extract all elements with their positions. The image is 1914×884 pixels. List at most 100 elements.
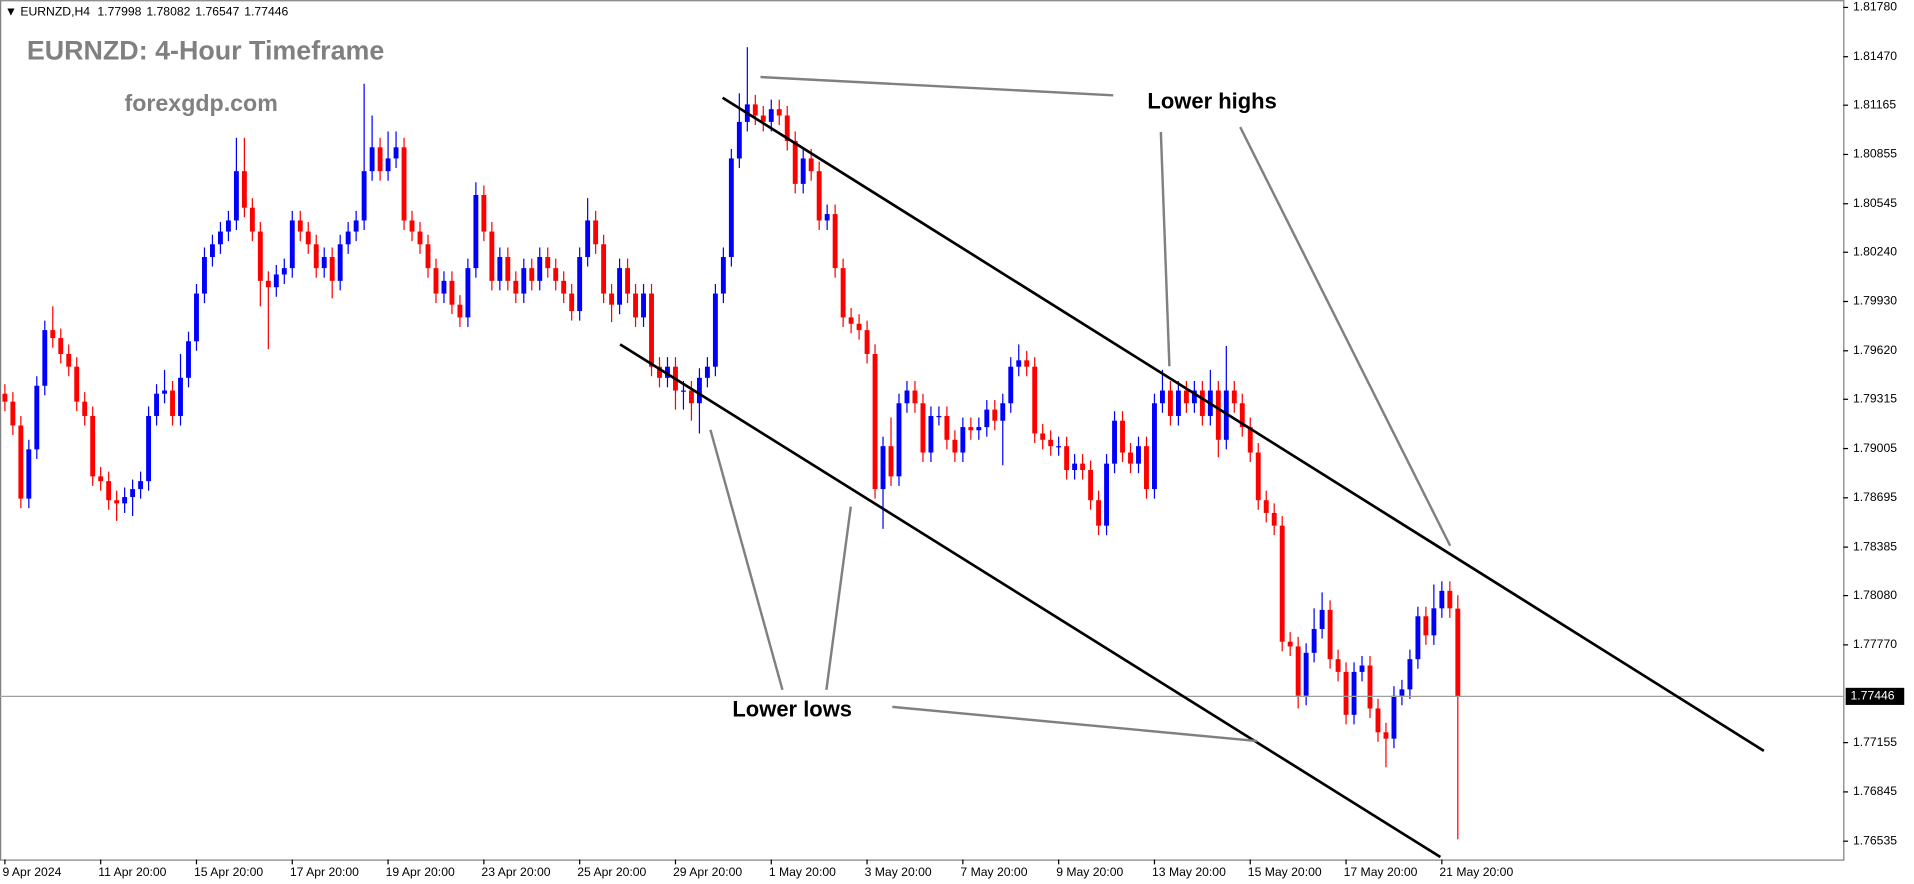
candle-body — [154, 393, 160, 416]
candle-body — [58, 338, 64, 354]
candle-body — [840, 268, 846, 318]
pointer — [892, 705, 1258, 743]
candle-body — [800, 158, 806, 184]
candle-body — [513, 280, 519, 294]
candle-body — [329, 257, 335, 281]
candle-body — [872, 353, 878, 490]
candle-body — [50, 330, 56, 339]
candle-body — [1056, 446, 1062, 448]
candle-body — [641, 293, 646, 318]
candle-body — [385, 158, 391, 172]
candle-body — [162, 390, 167, 394]
y-tick-label: 1.81470 — [1853, 49, 1897, 63]
candle-body — [273, 274, 279, 288]
candle-body — [497, 257, 503, 281]
y-tick-label: 1.76535 — [1853, 833, 1897, 847]
candle-body — [1159, 390, 1165, 404]
candle-body — [42, 330, 48, 386]
y-tick-label: 1.79005 — [1853, 441, 1897, 455]
candle-body — [760, 115, 766, 122]
x-tick-label: 9 May 20:00 — [1056, 865, 1123, 879]
candle-body — [1415, 616, 1421, 660]
candle-body — [1359, 665, 1365, 672]
x-tick-label: 13 May 20:00 — [1152, 865, 1226, 879]
candle-body — [896, 403, 902, 477]
pointer — [1239, 126, 1452, 547]
candle-body — [249, 207, 255, 232]
y-tick-label: 1.81165 — [1853, 97, 1896, 111]
header-low: 1.76547 — [195, 5, 239, 19]
candle-body — [625, 268, 631, 294]
header-high: 1.78082 — [146, 5, 190, 19]
candle-body — [569, 293, 575, 312]
candle-body — [425, 244, 431, 269]
x-tick-label: 29 Apr 20:00 — [673, 865, 742, 879]
candle-body — [1072, 463, 1078, 471]
candle-body — [433, 268, 439, 294]
candle-body — [1375, 708, 1381, 733]
candle-body — [281, 268, 287, 275]
candle-body — [1088, 470, 1094, 501]
candle-body — [880, 446, 886, 490]
candle-body — [313, 244, 319, 269]
candle-body — [936, 415, 942, 418]
candle-body — [1335, 659, 1341, 672]
candle-body — [593, 220, 599, 245]
candle-body — [1423, 616, 1429, 636]
candle-body — [808, 158, 814, 172]
candle-body — [18, 425, 24, 499]
y-tick-label: 1.80545 — [1853, 196, 1897, 210]
candle-body — [1191, 390, 1197, 404]
candle-body — [904, 390, 910, 404]
candle-body — [1239, 403, 1245, 428]
candle-body — [345, 231, 351, 245]
candle-body — [2, 393, 8, 402]
candle-body — [1231, 390, 1237, 404]
candle-body — [401, 147, 407, 221]
x-tick-label: 15 Apr 20:00 — [194, 865, 263, 879]
candle-body — [233, 171, 239, 221]
candle-body — [82, 401, 88, 416]
candle-body — [657, 366, 662, 378]
candle-body — [441, 280, 447, 294]
candle-body — [609, 293, 615, 305]
x-tick-label: 25 Apr 20:00 — [577, 865, 646, 879]
candle-body — [481, 195, 487, 232]
channel — [619, 96, 1765, 859]
candle-body — [217, 231, 223, 245]
candle-body — [265, 280, 271, 288]
candle-body — [561, 280, 567, 294]
candle-body — [1152, 403, 1157, 490]
candle-body — [417, 231, 423, 245]
candle-body — [888, 446, 894, 477]
candle-body — [976, 427, 982, 431]
marks — [0, 47, 1844, 840]
candle-body — [688, 390, 694, 404]
candle-body — [1439, 590, 1445, 609]
candle-body — [856, 323, 862, 331]
x-tick-label: 17 Apr 20:00 — [290, 865, 359, 879]
candle-body — [74, 366, 80, 402]
candle-body — [529, 268, 535, 281]
y-tick-label: 1.76845 — [1853, 784, 1897, 798]
candle-body — [1327, 609, 1333, 660]
candle-body — [457, 304, 463, 318]
candle-body — [1455, 608, 1461, 697]
candle-body — [505, 257, 511, 281]
y-tick-label: 1.79930 — [1853, 294, 1897, 308]
candle-body — [681, 390, 686, 392]
candle-body — [1144, 446, 1149, 490]
candle-body — [1447, 590, 1453, 609]
candle-body — [1407, 659, 1413, 690]
y-tick-label: 1.78080 — [1853, 588, 1897, 602]
candle-body — [920, 403, 926, 453]
candle-body — [928, 415, 934, 453]
candle-body — [601, 244, 607, 294]
candle-body — [944, 415, 950, 440]
y-tick-label: 1.78385 — [1853, 539, 1897, 553]
candle-body — [1295, 646, 1301, 696]
current-price-label: 1.77446 — [1851, 689, 1895, 703]
candle-body — [521, 268, 527, 294]
candle-body — [1263, 500, 1269, 513]
candle-body — [577, 257, 583, 312]
